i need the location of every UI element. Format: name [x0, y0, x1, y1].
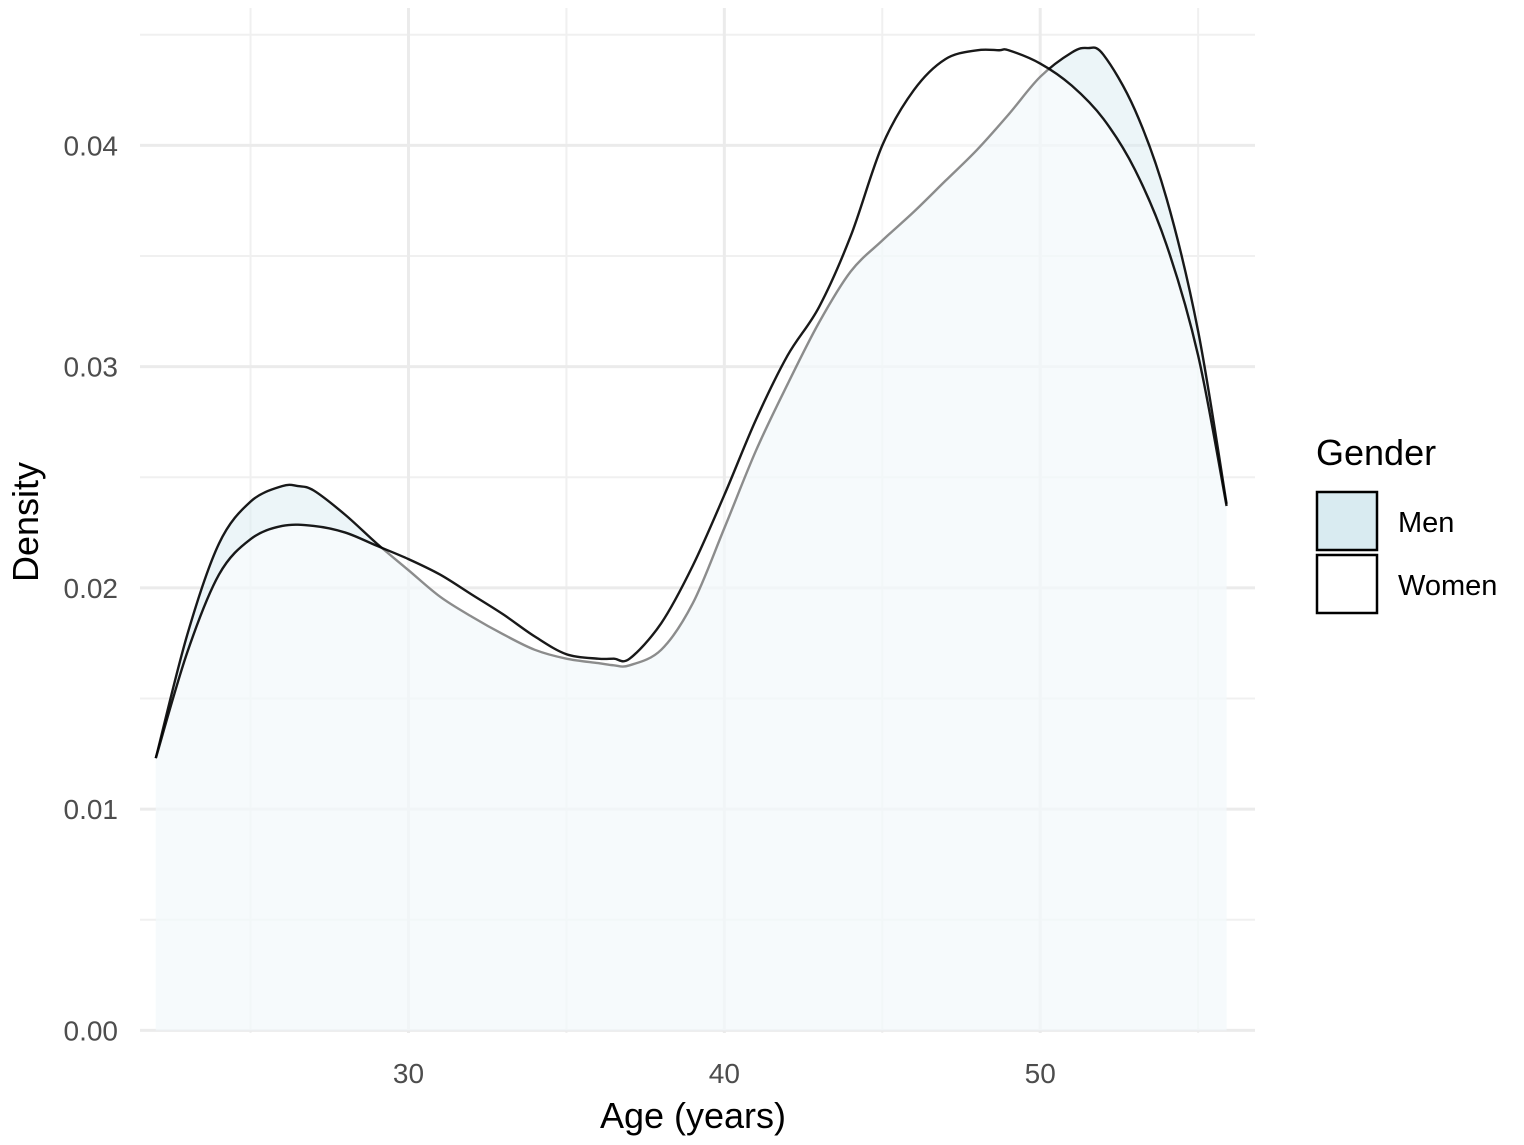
legend-key-men — [1315, 490, 1379, 552]
women-density-area — [155, 49, 1227, 1031]
y-tick-label: 0.02 — [64, 573, 119, 604]
x-tick-label: 40 — [709, 1058, 740, 1089]
y-tick-label: 0.01 — [64, 794, 119, 825]
x-axis-tick-labels: 30 40 50 — [393, 1058, 1056, 1089]
y-axis-title: Density — [5, 462, 46, 582]
legend-key-women — [1315, 553, 1379, 615]
y-tick-label: 0.04 — [64, 130, 119, 161]
legend: Gender Men Women — [1315, 432, 1497, 615]
legend-label-women: Women — [1398, 570, 1497, 602]
x-axis-title: Age (years) — [600, 1095, 786, 1136]
legend-items: Men Women — [1315, 490, 1497, 615]
y-tick-label: 0.03 — [64, 352, 119, 383]
density-series — [154, 46, 1228, 1031]
y-tick-label: 0.00 — [64, 1015, 119, 1046]
women-density-line — [154, 48, 1228, 759]
legend-title: Gender — [1316, 432, 1436, 473]
plot-panel — [140, 8, 1255, 1033]
legend-label-men: Men — [1398, 507, 1454, 539]
x-tick-label: 30 — [393, 1058, 424, 1089]
x-tick-label: 50 — [1025, 1058, 1056, 1089]
y-axis-tick-labels: 0.00 0.01 0.02 0.03 0.04 — [64, 130, 119, 1046]
